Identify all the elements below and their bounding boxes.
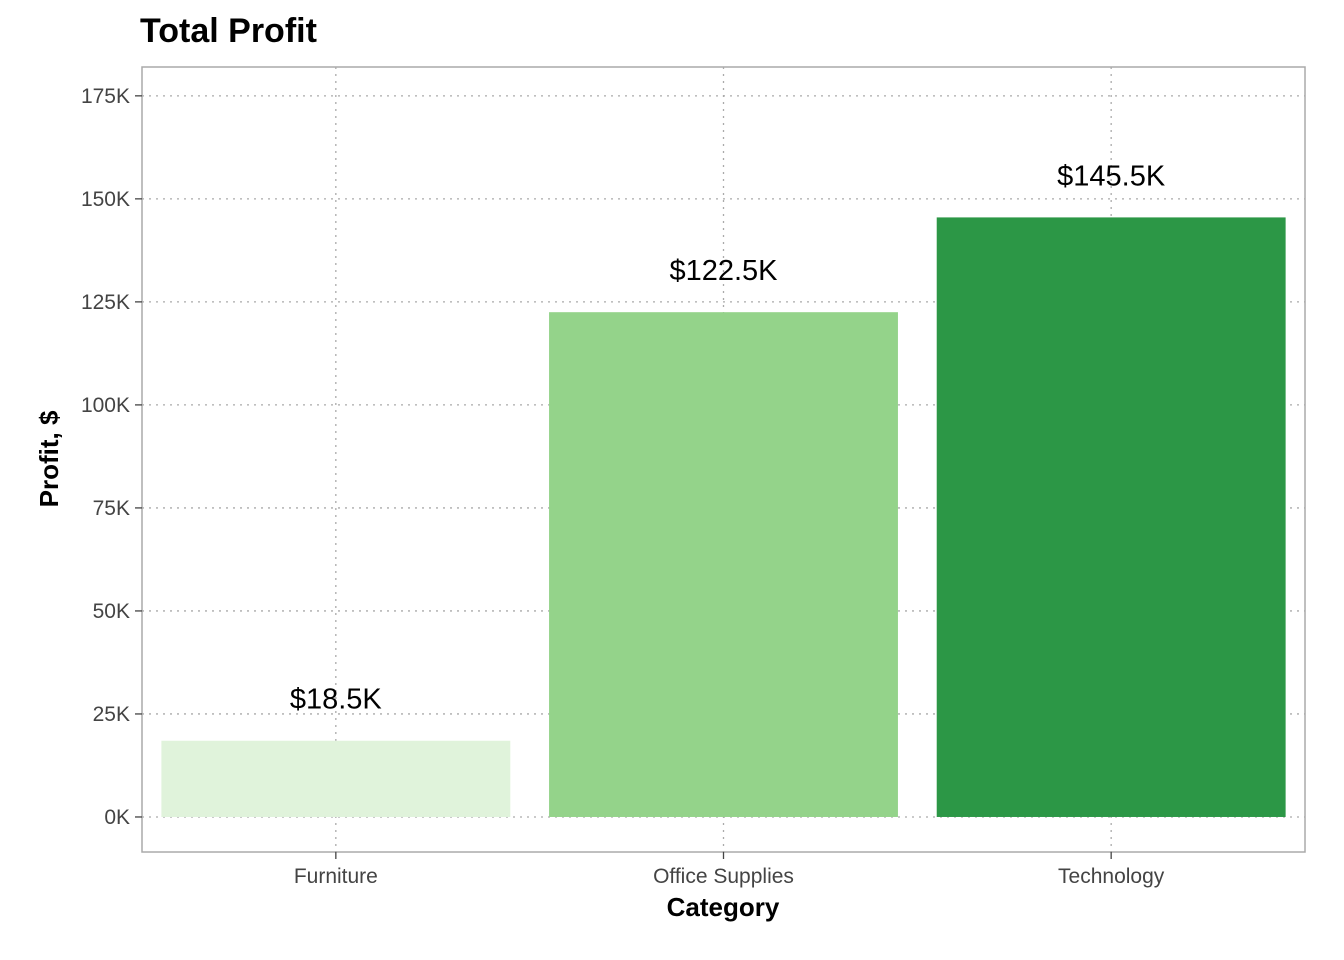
labels-layer: 0K 25K 50K 75K 100K 125K 150K 175K $18.5K Furnitu… [81,85,1166,888]
x-axis-title: Category [667,892,780,922]
bar [936,217,1286,817]
y-tick-label: 25K [93,703,130,726]
y-tick-label: 0K [104,806,130,829]
bars-layer [161,217,1286,817]
y-tick-label: 175K [81,85,130,108]
x-tick-label: Office Supplies [653,865,794,888]
bar-data-label: $145.5K [1057,160,1166,192]
bar [161,740,511,817]
bar-data-label: $18.5K [290,684,383,716]
y-tick-label: 50K [93,600,130,623]
chart-title: Total Profit [140,12,317,50]
y-tick-label: 75K [93,497,130,520]
bar [549,312,898,817]
bar-data-label: $122.5K [669,255,778,287]
x-tick-label: Technology [1058,865,1165,888]
x-tick-label: Furniture [294,865,378,888]
y-axis-title: Profit, $ [34,410,64,507]
y-tick-label: 100K [81,394,130,417]
y-tick-label: 150K [81,188,130,211]
y-tick-label: 125K [81,291,130,314]
